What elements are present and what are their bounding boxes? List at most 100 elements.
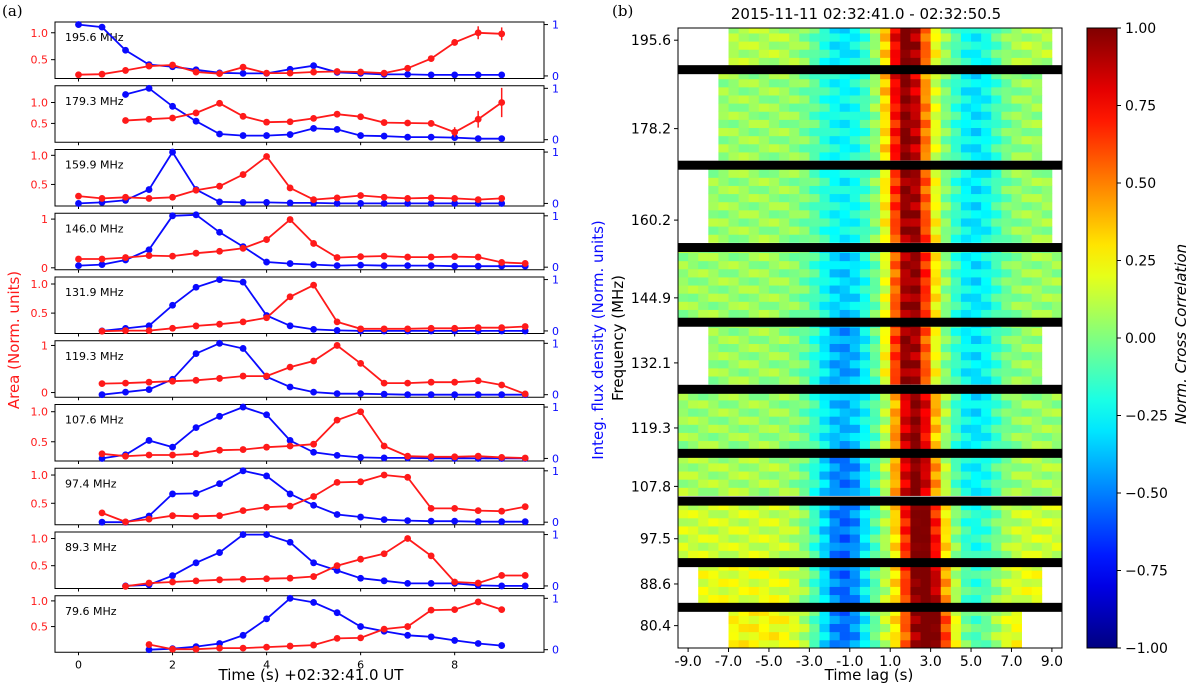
heatmap-cell (1041, 479, 1053, 488)
y-tick-label: 0 (41, 387, 48, 400)
heatmap-cell (880, 623, 891, 633)
heatmap-cell (738, 639, 750, 649)
flux-point (333, 511, 341, 518)
heatmap-cell (971, 578, 982, 587)
heatmap-cell (849, 111, 861, 120)
heatmap-cell (900, 33, 911, 42)
heatmap-cell (829, 218, 841, 227)
heatmap-cell (809, 57, 820, 67)
heatmap-cell (809, 457, 820, 464)
heatmap-cell (991, 351, 1002, 361)
heatmap-cell (960, 487, 972, 496)
heatmap-cell (900, 487, 911, 496)
heatmap-cell (829, 463, 841, 472)
area-point (333, 254, 341, 261)
y-tick-label: 1.0 (31, 278, 49, 291)
flux-point (474, 391, 482, 399)
flux-point (216, 549, 223, 556)
heatmap-cell (971, 327, 982, 336)
heatmap-cell (849, 28, 861, 34)
heatmap-cell (738, 367, 750, 377)
heatmap-cell (940, 201, 952, 211)
heatmap-cell (758, 73, 770, 80)
heatmap-cell (930, 327, 942, 336)
area-point (216, 576, 223, 584)
heatmap-cell (950, 392, 962, 401)
heatmap-cell (890, 293, 901, 302)
heatmap-cell (930, 440, 942, 450)
heatmap-cell (738, 534, 750, 543)
heatmap-cell (1001, 285, 1012, 294)
area-point (451, 453, 459, 461)
heatmap-band-8 (698, 565, 1043, 604)
heatmap-cell (870, 359, 881, 369)
heatmap-cell (819, 251, 830, 254)
heatmap-cell (768, 78, 780, 88)
area-point (263, 575, 270, 583)
area-point (145, 579, 153, 587)
area-point (145, 62, 153, 70)
right-tick-label: 1 (552, 82, 559, 95)
heatmap-cell (1001, 251, 1012, 254)
heatmap-cell (870, 234, 881, 243)
heatmap-cell (799, 285, 810, 294)
heatmap-cell (971, 326, 982, 328)
heatmap-cell (991, 119, 1002, 129)
heatmap-cell (849, 252, 861, 262)
heatmap-cell (809, 392, 820, 401)
heatmap-cell (738, 127, 750, 137)
heatmap-cell (1021, 367, 1033, 377)
heatmap-cell (900, 135, 911, 145)
heatmap-cell (890, 416, 901, 425)
frequency-label: 119.3 MHz (65, 350, 124, 363)
heatmap-cell (738, 152, 750, 161)
heatmap-cell (950, 408, 962, 417)
colorbar-tick-label: 0.25 (1125, 254, 1156, 270)
heatmap-cell (859, 327, 871, 336)
heatmap-cell (890, 143, 901, 153)
heatmap-cell (859, 471, 871, 480)
heatmap-cell (758, 185, 770, 195)
heatmap-cell (789, 424, 800, 433)
heatmap-cell (950, 424, 962, 433)
heatmap-cell (819, 143, 830, 153)
heatmap-cell (880, 209, 891, 219)
heatmap-cell (819, 268, 830, 278)
heatmap-cell (799, 392, 810, 401)
heatmap-cell (748, 392, 760, 401)
heatmap-cell (960, 143, 972, 153)
heatmap-cell (819, 392, 830, 401)
heatmap-cell (880, 631, 891, 641)
area-point (286, 216, 294, 223)
heatmap-cell (779, 57, 790, 67)
heatmap-cell (859, 41, 871, 50)
heatmap-cell (718, 335, 729, 344)
flux-point (98, 261, 106, 269)
heatmap-cell (1021, 479, 1033, 488)
heatmap-cell (991, 408, 1002, 417)
heatmap-cell (839, 73, 851, 80)
heatmap-cell (890, 586, 901, 596)
heatmap-cell (1011, 201, 1022, 211)
area-point (286, 69, 294, 77)
heatmap-cell (819, 218, 830, 227)
heatmap-cell (971, 570, 982, 579)
heatmap-cell (859, 424, 871, 433)
heatmap-cell (910, 103, 921, 112)
flux-point (169, 572, 176, 580)
heatmap-cell (678, 542, 689, 551)
heatmap-cell (940, 28, 952, 34)
heatmap-cell (809, 143, 820, 153)
heatmap-cell (1011, 260, 1022, 270)
heatmap-cell (758, 631, 770, 641)
area-point (98, 195, 106, 202)
heatmap-cell (950, 610, 962, 616)
heatmap-cell (698, 251, 709, 254)
heatmap-cell (1031, 479, 1043, 488)
y-tick-label: 0.5 (31, 621, 49, 634)
heatmap-cell (678, 416, 689, 425)
heatmap-cell (718, 73, 729, 80)
heatmap-cell (1031, 111, 1043, 120)
heatmap-cell (708, 293, 719, 302)
heatmap-cell (728, 41, 740, 50)
